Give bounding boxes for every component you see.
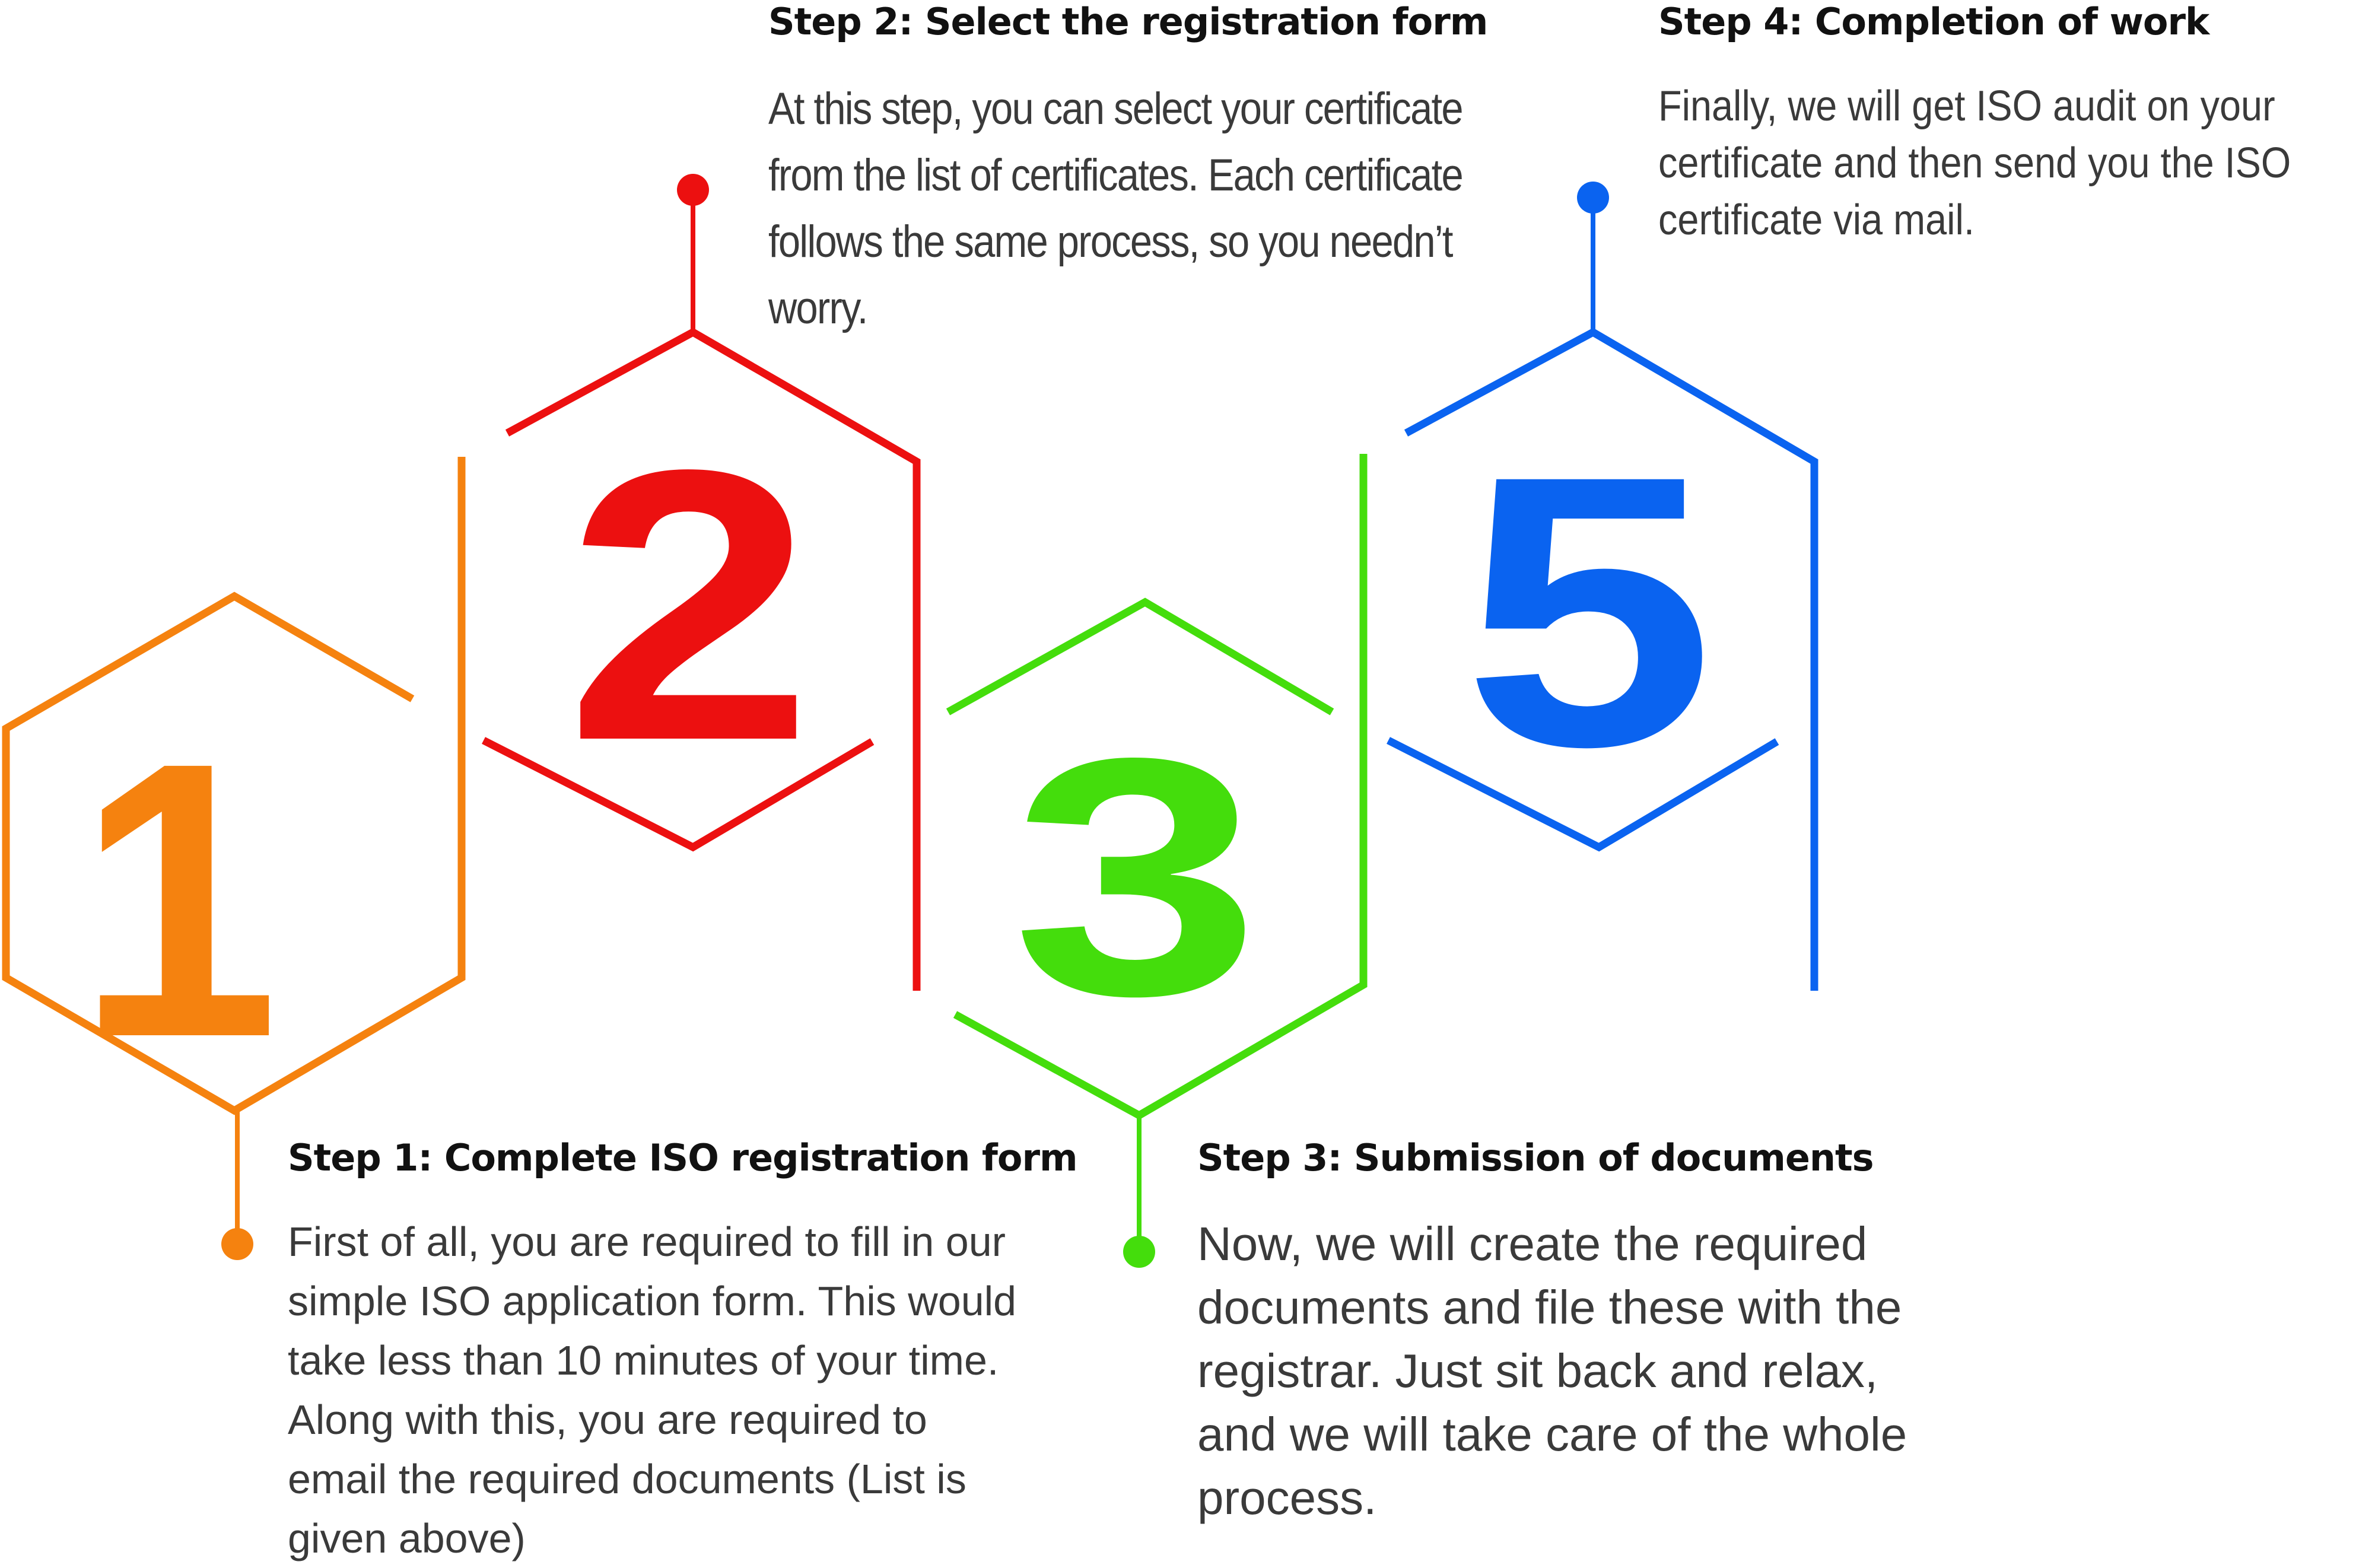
connector-dot-1 bbox=[221, 1228, 253, 1260]
step-3-title: Step 3: Submission of documents bbox=[1197, 1136, 1874, 1179]
step-number-5: 5 bbox=[1462, 396, 1715, 826]
hexagon-3-side bbox=[953, 454, 1368, 1120]
step-3-block: Step 3: Submission of documents Now, we … bbox=[1197, 1136, 2087, 1529]
connector-dot-2 bbox=[677, 174, 709, 206]
step-2-title: Step 2: Select the registration form bbox=[768, 0, 1488, 43]
step-2-block: Step 2: Select the registration form At … bbox=[768, 0, 1569, 342]
step-4-block: Step 4: Completion of work Finally, we w… bbox=[1658, 0, 2352, 249]
step-1-title: Step 1: Complete ISO registration form bbox=[288, 1136, 1078, 1179]
step-number-3: 3 bbox=[1012, 688, 1261, 1066]
step-1-description: First of all, you are required to fill i… bbox=[288, 1219, 1017, 1561]
hexagon-1 bbox=[2, 457, 466, 1115]
connector-dot-5 bbox=[1577, 182, 1609, 214]
step-number-2: 2 bbox=[565, 390, 814, 820]
step-2-description: At this step, you can select your certif… bbox=[768, 84, 1464, 333]
step-4-description: Finally, we will get ISO audit on your c… bbox=[1658, 82, 2291, 244]
hexagon-5 bbox=[1404, 327, 1818, 991]
hexagon-2-bottom bbox=[482, 737, 875, 852]
step-3-description: Now, we will create the required documen… bbox=[1197, 1217, 1907, 1524]
hexagon-3 bbox=[946, 597, 1334, 715]
connector-dot-3 bbox=[1123, 1236, 1155, 1268]
step-number-1: 1 bbox=[77, 681, 279, 1118]
step-1-block: Step 1: Complete ISO registration form F… bbox=[288, 1136, 1118, 1568]
hexagon-5-bottom bbox=[1387, 737, 1779, 852]
step-4-title: Step 4: Completion of work bbox=[1658, 0, 2209, 43]
hexagon-2 bbox=[505, 327, 921, 991]
